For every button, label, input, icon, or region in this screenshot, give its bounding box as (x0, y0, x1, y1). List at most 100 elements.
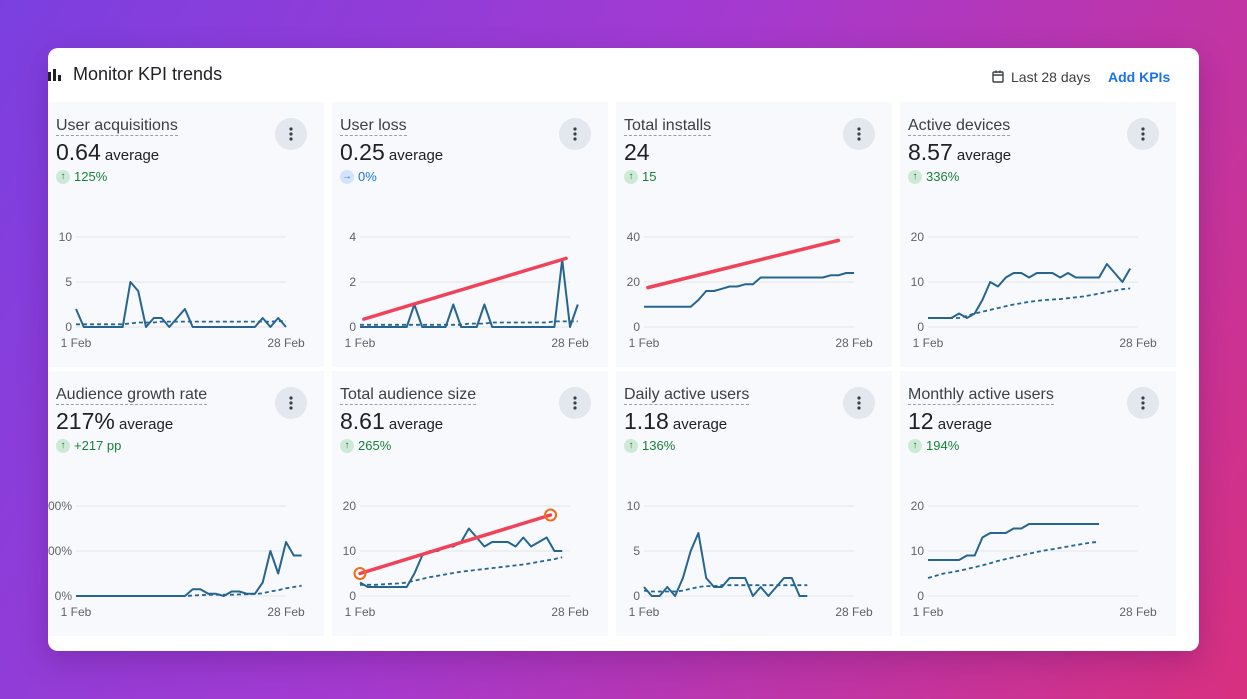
kpi-value-number: 0.64 (56, 139, 101, 165)
y-tick-label: 0 (633, 589, 640, 603)
annotation-start-marker (353, 567, 367, 580)
more-options-button[interactable] (275, 118, 307, 150)
kpi-card[interactable]: Daily active users 1.18 average ↑ 136% 0 5 10 1… (616, 371, 892, 636)
kpi-card[interactable]: Total audience size 8.61 average ↑ 265% 0 10 2… (332, 371, 608, 636)
arrow-up-icon: ↑ (908, 169, 922, 184)
bar-chart-icon (48, 69, 61, 81)
y-tick-label: 0 (917, 320, 924, 334)
kpi-chart: 0 2 4 1 Feb 28 Feb (345, 230, 589, 350)
kpi-value: 8.61 average (340, 408, 443, 435)
y-tick-label: 20 (627, 275, 641, 289)
series-line (644, 272, 854, 308)
more-options-button[interactable] (843, 387, 875, 419)
x-tick-label: 28 Feb (835, 605, 873, 619)
kpi-value: 24 (624, 139, 650, 166)
kpi-value: 12 average (908, 408, 992, 435)
more-options-button[interactable] (559, 118, 591, 150)
kpi-name[interactable]: Total audience size (340, 386, 477, 405)
average-series-line (360, 320, 578, 326)
add-kpis-button[interactable]: Add KPIs (1108, 69, 1171, 85)
annotation-end-marker (544, 508, 558, 522)
kpi-value-unit: average (933, 416, 992, 433)
kpi-change-value: 125% (74, 169, 108, 184)
x-tick-label: 1 Feb (61, 336, 92, 350)
kpi-name[interactable]: Daily active users (624, 386, 750, 405)
kpi-chart: 0 5 10 1 Feb 28 Feb (627, 499, 873, 619)
kpi-chart: 0 10 20 1 Feb 28 Feb (911, 230, 1157, 350)
kpi-card[interactable]: User acquisitions 0.64 average ↑ 125% 0 5 10 1 … (48, 102, 324, 367)
average-series-line (76, 584, 302, 597)
kpi-value: 0.25 average (340, 139, 443, 166)
y-tick-label: 5 (65, 275, 72, 289)
kpi-value-unit: average (384, 147, 444, 164)
kpi-name[interactable]: Audience growth rate (56, 386, 208, 405)
more-options-button[interactable] (275, 387, 307, 419)
kpi-value-unit: average (668, 416, 728, 433)
series-line (643, 532, 808, 597)
kpi-name[interactable]: Monthly active users (908, 386, 1054, 405)
more-vert-icon (289, 396, 293, 410)
x-tick-label: 1 Feb (629, 336, 660, 350)
kpi-name[interactable]: User acquisitions (56, 117, 178, 136)
y-tick-label: 0 (917, 589, 924, 603)
kpi-value-unit: average (100, 147, 160, 164)
kpi-change-value: 0% (358, 169, 377, 184)
x-tick-label: 1 Feb (345, 605, 376, 619)
kpi-value-number: 8.57 (908, 139, 953, 165)
kpi-card[interactable]: Total installs 24 ↑ 15 0 20 40 1 Feb 28 Feb (616, 102, 892, 367)
average-series-line (927, 541, 1100, 579)
more-options-button[interactable] (1127, 118, 1159, 150)
x-tick-label: 28 Feb (835, 336, 873, 350)
more-vert-icon (573, 396, 577, 410)
series-line (75, 281, 287, 328)
kpi-name[interactable]: User loss (340, 117, 407, 136)
more-vert-icon (1141, 396, 1145, 410)
kpi-card[interactable]: Audience growth rate 217% average ↑ +217 pp… (48, 371, 324, 636)
y-tick-label: 20 (343, 499, 357, 513)
page-title: Monitor KPI trends (73, 64, 223, 84)
kpi-value-number: 12 (908, 408, 934, 434)
kpi-card[interactable]: Monthly active users 12 average ↑ 194% 0 10 20… (900, 371, 1176, 636)
kpi-card[interactable]: Active devices 8.57 average ↑ 336% 0 10 20 1 Fe… (900, 102, 1176, 367)
y-tick-label: 10 (911, 275, 925, 289)
x-tick-label: 28 Feb (1119, 336, 1157, 350)
kpi-chart: 0 10 20 1 Feb 28 Feb (343, 499, 589, 619)
arrow-up-icon: ↑ (624, 169, 638, 184)
kpi-chart: 0 10 20 1 Feb 28 Feb (911, 499, 1157, 619)
kpi-card[interactable]: User loss 0.25 average → 0% 0 2 4 1 Feb 28 Feb (332, 102, 608, 367)
kpi-chart: 0 5 10 1 Feb 28 Feb (59, 230, 305, 350)
arrow-up-icon: ↑ (908, 438, 922, 453)
y-tick-label: 4 (349, 230, 356, 244)
kpi-chart: 0% 1,000% 2,000% 1 Feb 28 Feb (48, 499, 305, 619)
kpi-name[interactable]: Total installs (624, 117, 712, 136)
kpi-grid: User acquisitions 0.64 average ↑ 125% 0 5 10 1 … (48, 102, 1176, 651)
y-tick-label: 20 (911, 499, 925, 513)
kpi-name[interactable]: Active devices (908, 117, 1011, 136)
kpi-change: ↑ 265% (340, 438, 391, 453)
y-tick-label: 20 (911, 230, 925, 244)
x-tick-label: 1 Feb (913, 605, 944, 619)
average-series-line (928, 287, 1131, 319)
kpi-change-value: 194% (926, 438, 960, 453)
date-range-selector[interactable]: Last 28 days (1011, 69, 1091, 85)
trend-annotation-line (358, 513, 553, 576)
x-tick-label: 28 Feb (551, 336, 589, 350)
arrow-up-icon: ↑ (624, 438, 638, 453)
series-line (928, 263, 1132, 319)
y-tick-label: 5 (633, 544, 640, 558)
more-options-button[interactable] (1127, 387, 1159, 419)
kpi-value: 0.64 average (56, 139, 159, 166)
more-options-button[interactable] (843, 118, 875, 150)
x-tick-label: 28 Feb (1119, 605, 1157, 619)
kpi-change: ↑ 125% (56, 169, 107, 184)
y-tick-label: 0 (633, 320, 640, 334)
arrow-up-icon: ↑ (56, 169, 70, 184)
kpi-value-unit: average (384, 416, 444, 433)
series-line (76, 541, 302, 597)
kpi-value-number: 1.18 (624, 408, 669, 434)
kpi-value: 8.57 average (908, 139, 1011, 166)
y-tick-label: 10 (911, 544, 925, 558)
y-tick-label: 10 (627, 499, 641, 513)
kpi-change: ↑ 336% (908, 169, 959, 184)
more-options-button[interactable] (559, 387, 591, 419)
